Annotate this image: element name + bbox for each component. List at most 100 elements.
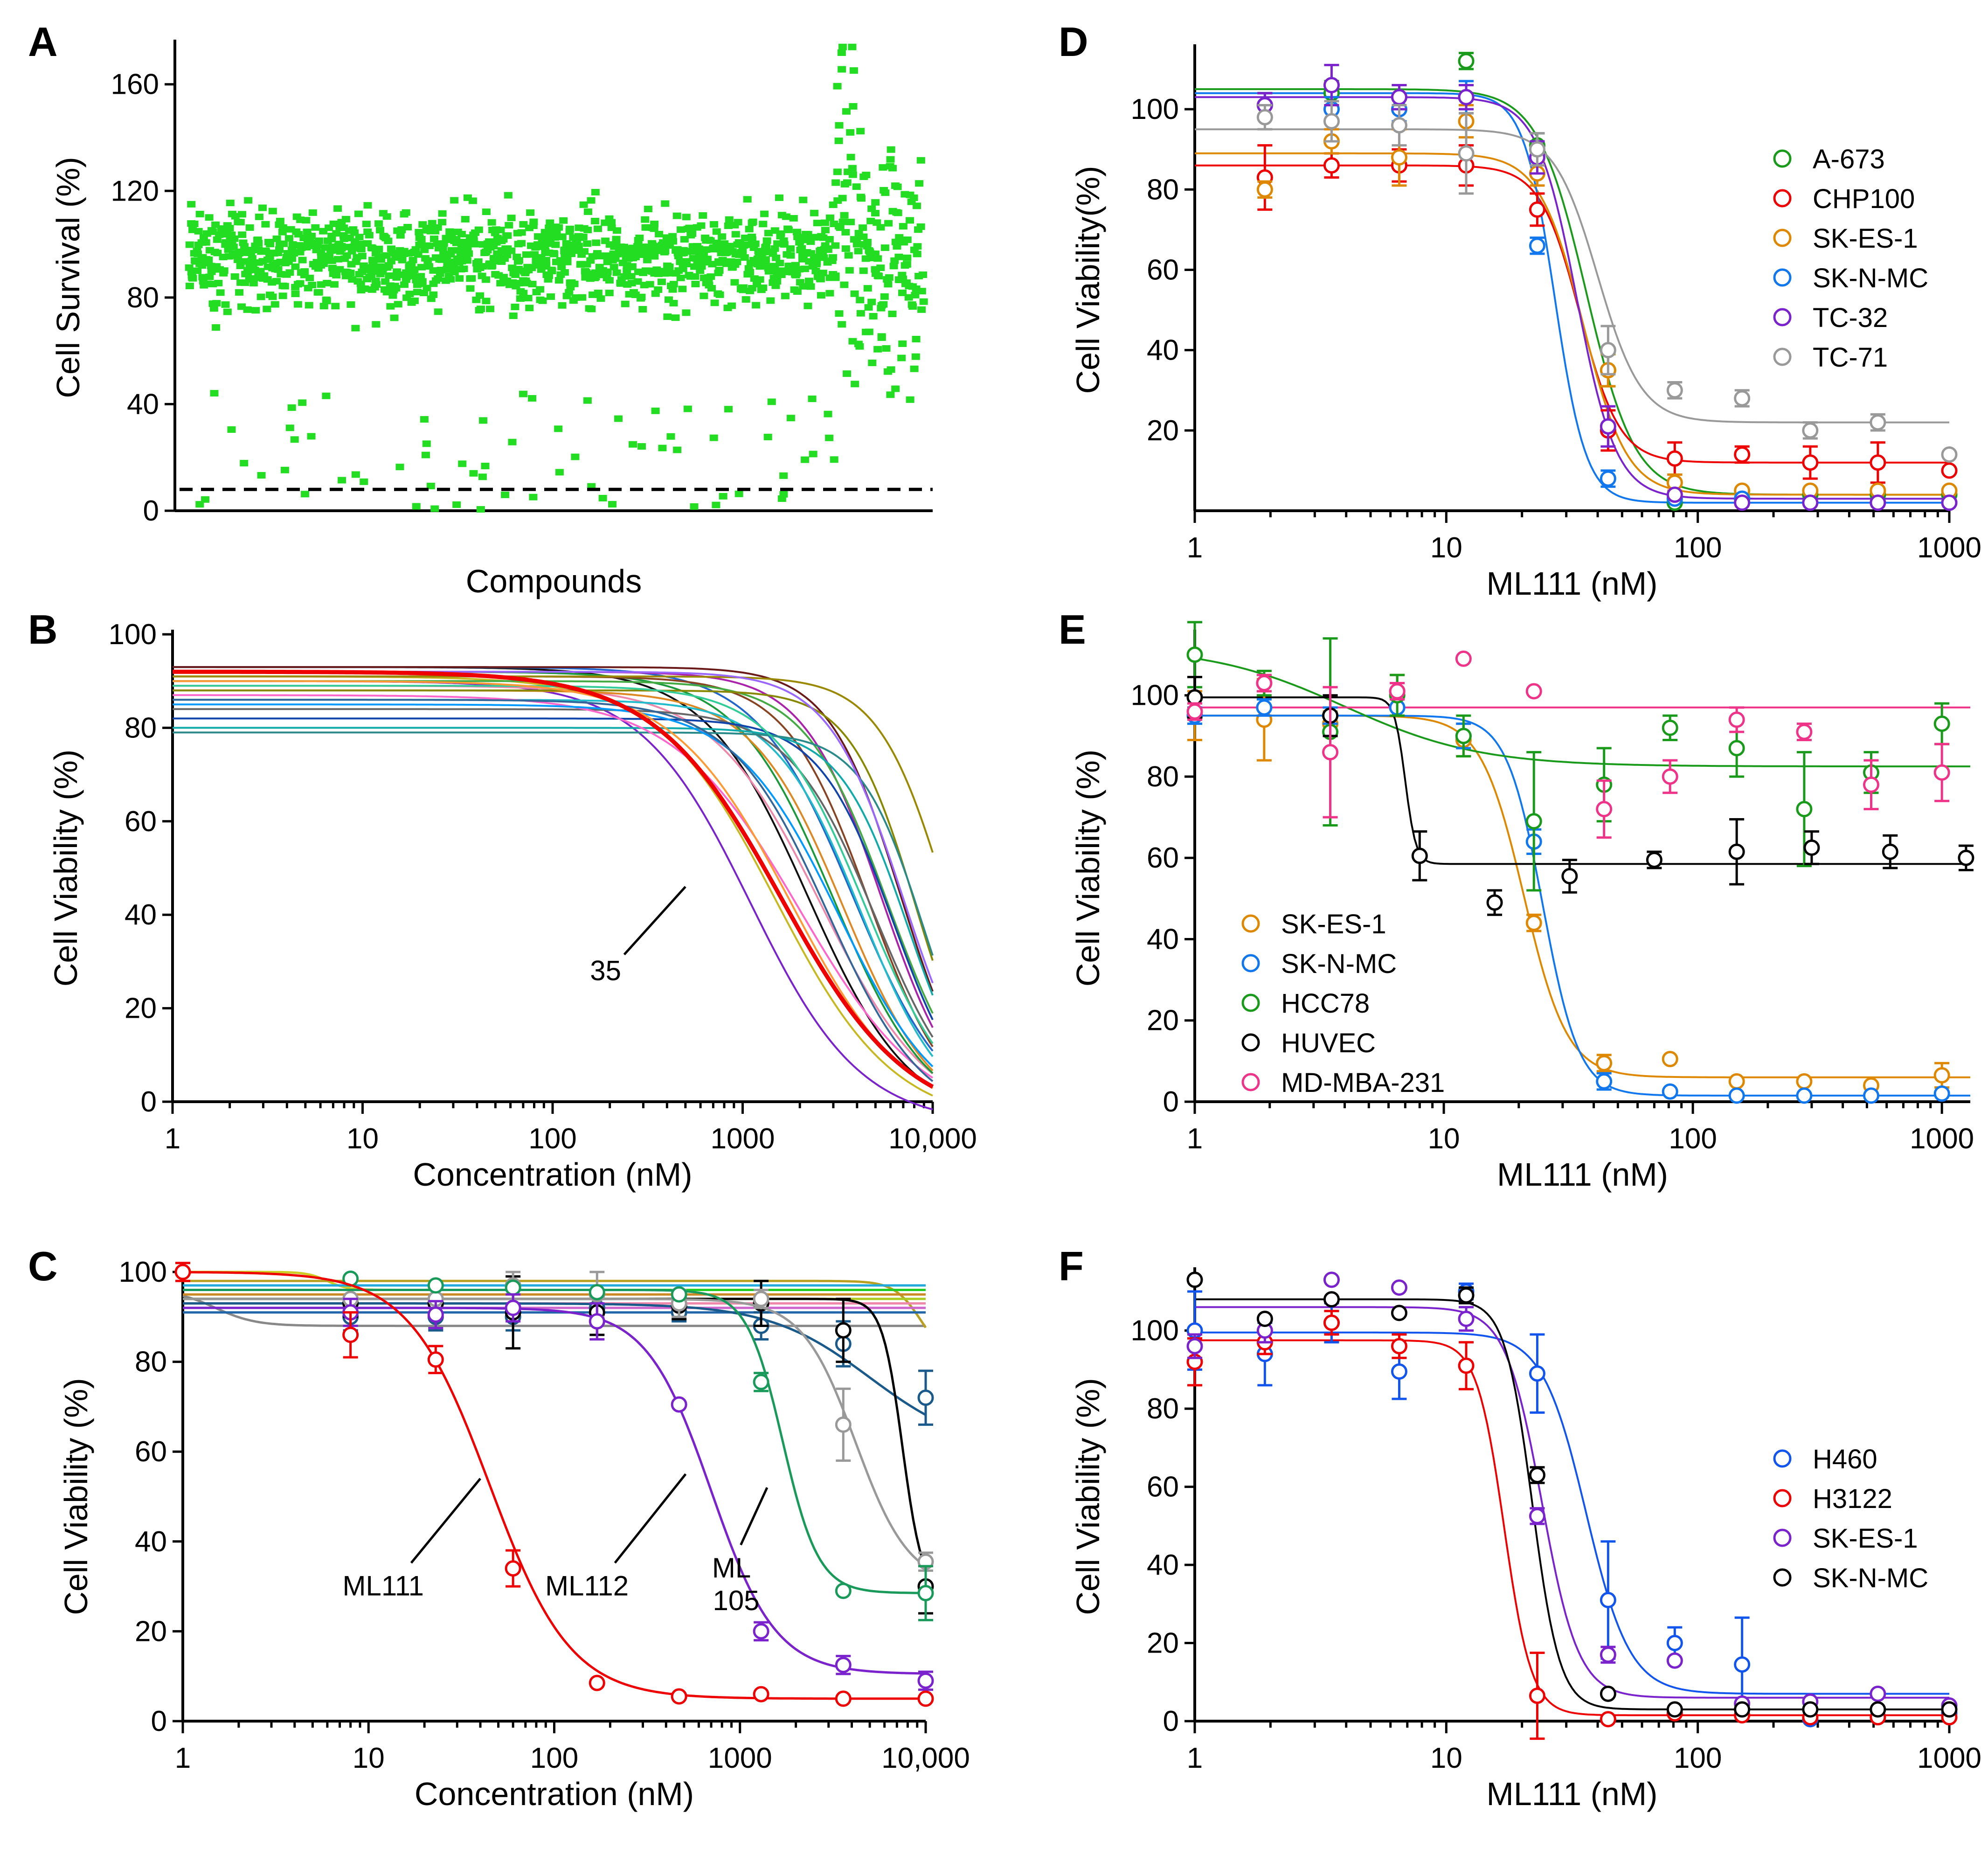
screen-point — [627, 273, 636, 280]
screen-point — [298, 257, 307, 264]
screen-point — [793, 288, 802, 295]
y-axis-title: Cell Viability (%) — [58, 1378, 94, 1615]
screen-point — [279, 240, 288, 247]
screen-point — [187, 201, 196, 208]
screen-point — [298, 399, 307, 406]
screen-point — [204, 257, 213, 264]
data-point-SK-N-MC — [1662, 1083, 1678, 1100]
screen-point — [665, 263, 674, 270]
screen-point — [762, 243, 770, 250]
screen-point — [220, 267, 229, 274]
screen-point — [621, 300, 630, 307]
screen-point — [888, 310, 897, 317]
screen-point — [296, 280, 305, 287]
screen-point — [243, 306, 252, 313]
screen-point — [529, 222, 538, 229]
screen-point — [376, 227, 385, 234]
screen-point — [511, 304, 520, 311]
screen-point — [482, 298, 491, 305]
screen-point — [848, 43, 857, 50]
screen-point — [869, 313, 878, 320]
screen-point — [844, 252, 853, 259]
y-tick-label: 100 — [119, 1256, 167, 1288]
screen-point — [244, 267, 253, 274]
screen-point — [596, 295, 605, 302]
screen-point — [887, 366, 895, 373]
annotation-label: ML112 — [545, 1570, 629, 1602]
screen-point — [885, 274, 894, 281]
screen-point — [384, 237, 393, 244]
screen-point — [346, 270, 355, 277]
screen-point — [786, 415, 795, 422]
screen-point — [898, 340, 907, 347]
screen-point — [214, 279, 223, 286]
legend-marker — [1773, 347, 1792, 366]
screen-point — [505, 222, 513, 229]
screen-point — [818, 270, 827, 277]
screen-point — [810, 209, 819, 216]
screen-point — [666, 433, 675, 440]
screen-point — [190, 220, 199, 227]
screen-point — [583, 227, 592, 234]
screen-point — [843, 179, 852, 186]
data-point-SK-N-MC — [1186, 1271, 1203, 1288]
screen-point — [402, 209, 410, 216]
y-tick-label: 60 — [135, 1436, 167, 1468]
screen-point — [608, 501, 617, 508]
screen-point — [917, 288, 926, 295]
data-point-ML105 — [589, 1284, 605, 1300]
screen-point — [392, 285, 401, 292]
screen-point — [867, 299, 876, 306]
screen-point — [612, 236, 621, 243]
screen-point — [496, 227, 505, 234]
data-point-CHP100 — [1870, 454, 1886, 471]
screen-point — [881, 189, 890, 196]
curve-SK-ES-1 — [1195, 715, 1970, 1078]
screen-point — [450, 269, 459, 276]
screen-point — [734, 219, 742, 226]
data-point-SK-N-MC — [1596, 1073, 1613, 1090]
data-point-ML105 — [427, 1277, 444, 1294]
screen-point — [902, 261, 911, 268]
data-point-MD-MBA-231 — [1389, 683, 1406, 700]
annotation-label-line2: 105 — [713, 1585, 759, 1616]
data-point-HUVEC — [1411, 848, 1428, 864]
screen-point — [877, 333, 886, 340]
screen-point — [654, 286, 663, 293]
curve-drop_gray — [182, 1294, 926, 1327]
y-axis-title: Cell Viability (%) — [1070, 750, 1106, 987]
screen-point — [833, 83, 842, 90]
data-point-TC-32 — [1458, 89, 1475, 105]
data-point-ML111 — [753, 1686, 769, 1702]
screen-point — [857, 195, 866, 202]
curve-HCC78 — [1194, 657, 1970, 768]
screen-point — [838, 218, 847, 225]
screen-point — [906, 217, 914, 224]
screen-point — [727, 302, 736, 309]
screen-point — [372, 281, 381, 288]
screen-point — [538, 297, 547, 304]
screen-point — [516, 295, 525, 302]
screen-point — [360, 478, 368, 485]
data-point-CHP100 — [1734, 446, 1751, 463]
y-tick-label: 40 — [125, 899, 157, 931]
screen-point — [355, 240, 364, 247]
x-tick-label: 1 — [1187, 532, 1203, 564]
screen-point — [413, 289, 422, 296]
screen-point — [779, 491, 788, 498]
screen-point — [679, 265, 687, 272]
screen-point — [835, 122, 844, 129]
screen-point — [579, 201, 588, 208]
annotation-leader — [614, 1473, 687, 1564]
screen-point — [719, 493, 727, 500]
screen-point — [671, 314, 680, 321]
legend-marker — [1773, 268, 1792, 287]
screen-point — [255, 213, 263, 220]
curve-c4 — [173, 685, 934, 1075]
data-point-SK-N-MC — [1529, 1466, 1545, 1483]
screen-point — [816, 276, 825, 283]
screen-point — [332, 271, 341, 278]
data-point-ML112 — [835, 1657, 852, 1674]
screen-point — [724, 222, 733, 229]
data-point-HUVEC — [1803, 839, 1820, 856]
